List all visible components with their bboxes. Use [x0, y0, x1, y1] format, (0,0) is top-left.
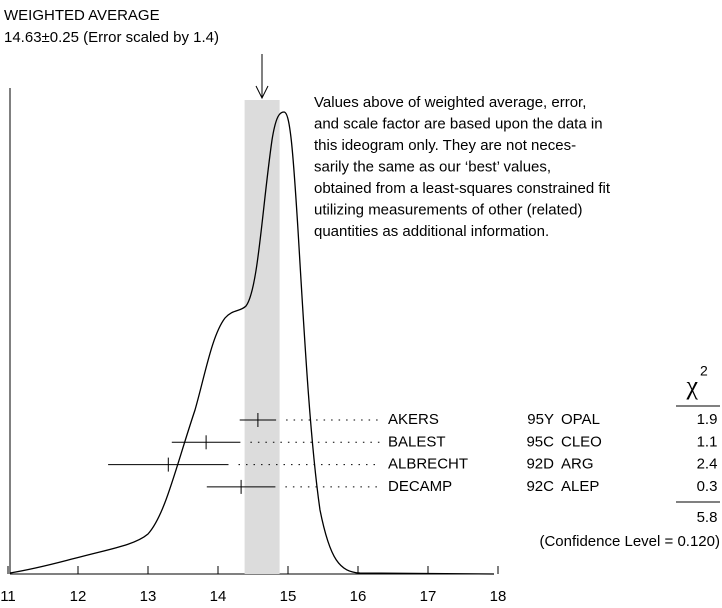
x-tick-label: 18: [490, 588, 507, 605]
average-band: [244, 100, 280, 574]
measurement-name: DECAMP: [388, 478, 452, 495]
x-tick-label: 16: [350, 588, 367, 605]
measurement-code: 95Y: [527, 411, 554, 428]
x-tick-label: 17: [420, 588, 437, 605]
note-line: quantities as additional information.: [314, 223, 549, 240]
measurement-name: AKERS: [388, 411, 439, 428]
measurement-name: ALBRECHT: [388, 456, 468, 473]
note-line: obtained from a least-squares constraine…: [314, 180, 611, 197]
note-line: sarily the same as our ‘best’ values,: [314, 158, 551, 175]
chart-subtitle: 14.63±0.25 (Error scaled by 1.4): [4, 29, 219, 46]
measurement-experiment: OPAL: [561, 411, 600, 428]
x-tick-label: 11: [0, 588, 16, 605]
measurement-code: 92D: [526, 456, 554, 473]
chi-symbol: χ: [685, 371, 698, 400]
note-line: this ideogram only. They are not neces-: [314, 137, 576, 154]
x-tick-label: 14: [210, 588, 227, 605]
measurement-experiment: ARG: [561, 456, 594, 473]
chi2-value: 1.1: [697, 433, 718, 450]
ideogram-curve: [9, 111, 495, 575]
chi2-total: 5.8: [697, 509, 718, 526]
note-line: and scale factor are based upon the data…: [314, 115, 603, 132]
arrow-head: [255, 85, 269, 100]
confidence-level: (Confidence Level = 0.120): [539, 533, 720, 550]
x-tick-label: 13: [140, 588, 157, 605]
note-line: Values above of weighted average, error,: [314, 94, 586, 111]
note-line: utilizing measurements of other (related…: [314, 201, 582, 218]
measurement-experiment: ALEP: [561, 478, 599, 495]
measurement-code: 92C: [526, 478, 554, 495]
chi2-value: 0.3: [697, 478, 718, 495]
chi2-value: 2.4: [697, 456, 718, 473]
x-tick-label: 12: [70, 588, 87, 605]
chi-power: 2: [700, 363, 708, 379]
measurement-name: BALEST: [388, 433, 446, 450]
chi2-value: 1.9: [697, 411, 718, 428]
chart-title: WEIGHTED AVERAGE: [4, 7, 160, 24]
measurement-code: 95C: [526, 433, 554, 450]
x-tick-label: 15: [280, 588, 297, 605]
measurement-experiment: CLEO: [561, 433, 602, 450]
